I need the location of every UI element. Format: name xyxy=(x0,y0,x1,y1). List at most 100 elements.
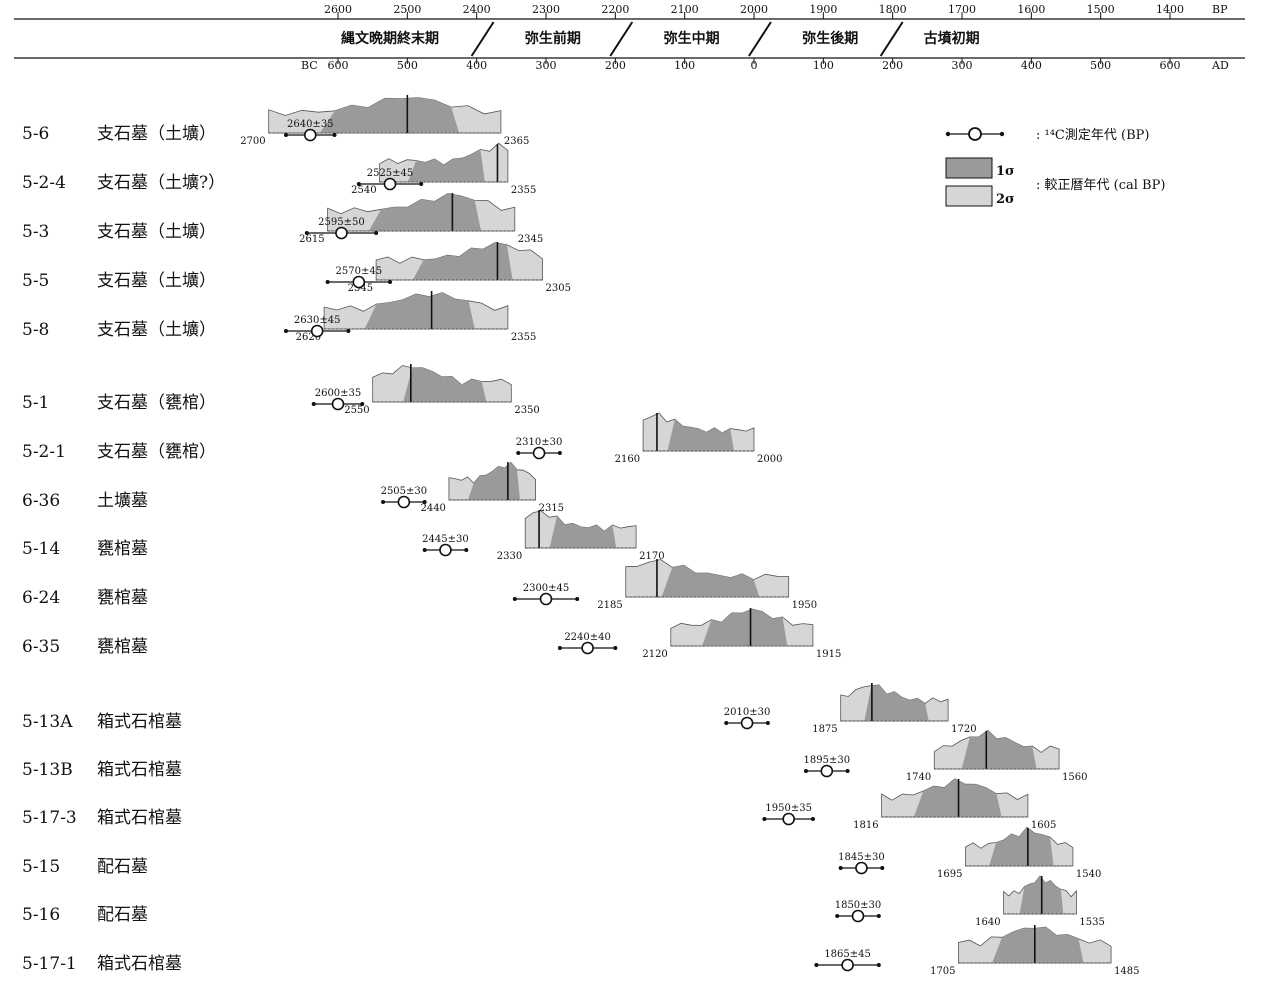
ad-tick-label: 400 xyxy=(466,59,487,72)
cal-1sigma-area xyxy=(319,97,460,133)
bp-tick-label: 2100 xyxy=(671,3,699,16)
legend-cal-label: : 較正暦年代 (cal BP) xyxy=(1036,178,1165,193)
sample-row: 6-24 甕棺墓 2185 1950 2300±45 xyxy=(22,559,817,611)
c14-marker xyxy=(303,128,317,142)
grave-type: 支石墓（土壙） xyxy=(97,222,216,242)
bp-tick-label: 1500 xyxy=(1087,3,1115,16)
c14-label: 2640±35 xyxy=(287,119,334,130)
period-label: 弥生中期 xyxy=(664,30,720,47)
sample-row: 5-2-1 支石墓（甕棺） 2160 2000 2310±30 xyxy=(22,412,782,465)
sample-id: 5-16 xyxy=(22,905,60,925)
cal-lower-label: 1705 xyxy=(930,966,955,977)
c14-label: 1865±45 xyxy=(824,949,871,960)
bp-tick-label: 1600 xyxy=(1017,3,1045,16)
cal-1sigma-area xyxy=(364,292,475,329)
c14-marker xyxy=(439,543,452,557)
sample-row: 6-35 甕棺墓 2120 1915 2240±40 xyxy=(22,608,841,660)
c14-label: 2505±30 xyxy=(381,486,428,497)
sample-id: 6-24 xyxy=(22,588,60,608)
timeline-header: 2600 600 2500 500 2400 400 2300 300 2200 200 2100 1… xyxy=(14,3,1245,72)
c14-error-end xyxy=(835,914,840,918)
cal-upper-label: 1605 xyxy=(1031,820,1056,831)
c14-error-end xyxy=(512,597,517,601)
c14-error-end xyxy=(304,231,309,235)
c14-label: 2310±30 xyxy=(516,437,563,448)
c14-error-end xyxy=(516,451,521,455)
ad-tick-label: 600 xyxy=(1160,59,1181,72)
cal-lower-label: 2620 xyxy=(296,332,321,343)
legend-sigma2-swatch xyxy=(945,185,993,207)
bp-tick-label: 1800 xyxy=(879,3,907,16)
sample-id: 5-5 xyxy=(22,271,49,291)
c14-marker xyxy=(310,324,324,338)
period-label: 古墳初期 xyxy=(924,30,980,47)
bp-unit-label: BP xyxy=(1212,3,1228,16)
sample-row: 5-3 支石墓（土壙） 2615 2345 2595±50 xyxy=(22,193,543,245)
sample-id: 5-15 xyxy=(22,857,60,877)
c14-error-end xyxy=(724,721,729,725)
bp-tick-label: 1400 xyxy=(1156,3,1184,16)
cal-upper-label: 1950 xyxy=(792,600,817,611)
sample-row: 5-6 支石墓（土壙） 2700 2365 2640±35 xyxy=(22,95,529,147)
cal-lower-label: 2545 xyxy=(348,283,373,294)
c14-error-end xyxy=(464,548,469,552)
c14-error-end xyxy=(762,817,767,821)
cal-upper-label: 2000 xyxy=(757,454,782,465)
c14-label: 2630±45 xyxy=(294,315,341,326)
c14-marker xyxy=(782,812,795,826)
c14-marker xyxy=(335,226,348,240)
c14-marker xyxy=(352,275,366,289)
bp-tick-label: 2600 xyxy=(324,3,352,16)
grave-type: 箱式石棺墓 xyxy=(97,808,182,828)
legend-sigma1-label: 1σ xyxy=(996,164,1015,179)
c14-label: 2010±30 xyxy=(724,707,771,718)
period-divider xyxy=(879,21,904,57)
ad-tick-label: 300 xyxy=(952,59,973,72)
sample-row: 5-15 配石墓 1695 1540 1845±30 xyxy=(22,826,1101,880)
cal-upper-label: 1535 xyxy=(1079,917,1104,928)
c14-error-end xyxy=(332,133,337,137)
cal-lower-label: 2615 xyxy=(299,234,324,245)
c14-error-end xyxy=(311,402,316,406)
c14-error-end xyxy=(422,500,427,504)
cal-upper-label: 2345 xyxy=(518,234,543,245)
cal-lower-label: 1640 xyxy=(975,917,1000,928)
c14-label: 2240±40 xyxy=(564,632,611,643)
cal-upper-label: 2365 xyxy=(504,136,529,147)
cal-lower-label: 2700 xyxy=(240,136,265,147)
cal-1sigma-area xyxy=(992,927,1084,963)
period-label: 縄文晩期終末期 xyxy=(341,30,439,47)
cal-upper-label: 2315 xyxy=(539,503,564,514)
c14-label: 1950±35 xyxy=(765,803,812,814)
c14-marker xyxy=(397,495,411,509)
cal-1sigma-area xyxy=(864,684,929,721)
cal-upper-label: 1540 xyxy=(1076,869,1101,880)
c14-marker xyxy=(851,909,865,923)
cal-1sigma-area xyxy=(468,462,520,500)
ad-tick-label: 300 xyxy=(536,59,557,72)
grave-type: 箱式石棺墓 xyxy=(97,760,182,780)
sample-id: 5-8 xyxy=(22,320,49,340)
grave-type: 箱式石棺墓 xyxy=(97,954,182,974)
c14-label: 1850±30 xyxy=(835,900,882,911)
grave-type: 支石墓（土壙） xyxy=(97,320,216,340)
sample-row: 5-1 支石墓（甕棺） 2550 2350 2600±35 xyxy=(22,364,540,416)
sample-id: 5-13B xyxy=(22,760,73,780)
c14-error-end xyxy=(360,402,365,406)
c14-error-end xyxy=(814,963,819,967)
cal-lower-label: 2120 xyxy=(642,649,667,660)
cal-1sigma-area xyxy=(661,565,760,597)
c14-error-end xyxy=(419,182,424,186)
sample-rows: 5-6 支石墓（土壙） 2700 2365 2640±35 5-2-4 支石墓（土壙?） 25… xyxy=(22,95,1140,977)
sample-id: 5-3 xyxy=(22,222,49,242)
period-divider xyxy=(748,21,772,57)
grave-type: 配石墓 xyxy=(97,857,148,877)
legend-c14-label: : ¹⁴C測定年代 (BP) xyxy=(1036,128,1149,143)
grave-type: 配石墓 xyxy=(97,905,148,925)
period-label: 弥生前期 xyxy=(525,30,581,47)
c14-marker xyxy=(740,716,754,730)
cal-upper-label: 1915 xyxy=(816,649,841,660)
cal-lower-label: 1816 xyxy=(853,820,878,831)
sample-id: 5-2-1 xyxy=(22,442,66,462)
c14-error-end xyxy=(422,548,427,552)
